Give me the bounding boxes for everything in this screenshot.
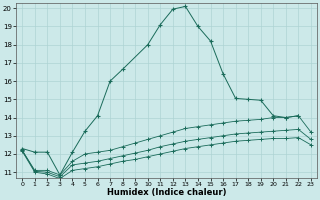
X-axis label: Humidex (Indice chaleur): Humidex (Indice chaleur) bbox=[107, 188, 226, 197]
